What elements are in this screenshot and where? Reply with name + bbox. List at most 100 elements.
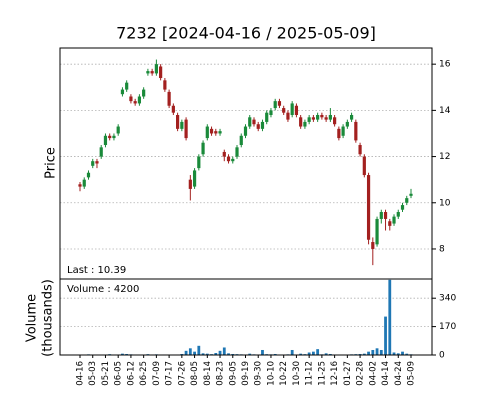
x-tick-label: 09-05 <box>228 361 238 386</box>
candle-body <box>231 158 235 162</box>
candle-body <box>256 124 260 129</box>
x-tick-label: 07-09 <box>152 361 162 386</box>
y-tick-label: 16 <box>439 60 451 70</box>
candle-body <box>320 114 324 118</box>
volume-annotation: Volume : 4200 <box>67 284 139 295</box>
x-tick-label: 05-09 <box>407 361 417 386</box>
candle-body <box>316 114 320 120</box>
candle-body <box>197 156 201 169</box>
x-tick-label: 10-30 <box>292 361 302 386</box>
volume-bar <box>125 353 129 355</box>
volume-bar <box>201 353 205 355</box>
candle-body <box>341 126 345 136</box>
x-tick-label: 04-02 <box>368 361 378 386</box>
candle-body <box>78 184 82 187</box>
candle-body <box>400 205 405 210</box>
candle-body <box>269 110 273 115</box>
x-tick-label: 05-21 <box>101 361 111 386</box>
candle-body <box>328 114 332 120</box>
x-tick-label: 04-14 <box>381 361 391 386</box>
candle-body <box>192 170 197 187</box>
candle-body <box>91 161 95 166</box>
volume-bar <box>405 353 409 355</box>
candle-body <box>248 117 252 127</box>
candle-body <box>226 156 231 162</box>
volume-bar <box>214 352 218 355</box>
candle-body <box>103 135 108 146</box>
x-tick-label: 08-05 <box>190 361 200 386</box>
candle-body <box>405 198 409 203</box>
y-tick-label: 12 <box>439 152 450 162</box>
x-tick-label: 08-14 <box>203 361 213 386</box>
volume-axis-label: (thousands) <box>41 279 56 357</box>
candle-body <box>243 126 248 136</box>
candle-body <box>171 105 175 113</box>
volume-bar <box>290 349 294 355</box>
candle-body <box>379 212 383 219</box>
candle-body <box>392 216 396 224</box>
y-tick-label: 0 <box>439 351 445 361</box>
candle-body <box>125 82 129 90</box>
candle-body <box>388 221 392 226</box>
candle-body <box>108 135 112 139</box>
candle-body <box>333 117 337 125</box>
candle-body <box>282 108 286 113</box>
volume-bar <box>358 353 362 355</box>
x-tick-label: 02-28 <box>356 361 366 386</box>
y-tick-label: 340 <box>439 294 456 304</box>
x-tick-label: 06-05 <box>114 361 124 386</box>
volume-bar <box>227 353 230 355</box>
volume-bar <box>121 353 124 355</box>
y-tick-label: 14 <box>439 106 451 116</box>
candle-body <box>205 126 209 139</box>
volume-bar <box>388 279 392 355</box>
candle-body <box>235 147 239 157</box>
candle-body <box>311 117 315 120</box>
volume-bar <box>324 353 328 355</box>
volume-bar <box>401 351 404 355</box>
volume-bar <box>261 349 264 355</box>
candle-body <box>409 193 413 196</box>
candle-body <box>358 145 362 155</box>
volume-bar <box>384 316 387 355</box>
volume-bar <box>193 351 196 355</box>
last-annotation: Last : 10.39 <box>67 265 126 276</box>
volume-bar <box>184 350 188 355</box>
candle-body <box>290 103 294 115</box>
volume-bar <box>392 352 396 355</box>
x-tick-label: 01-27 <box>343 361 353 386</box>
candle-body <box>112 135 116 139</box>
candle-body <box>366 175 371 240</box>
x-tick-label: 12-16 <box>330 361 340 386</box>
volume-bar <box>218 350 222 355</box>
candle-body <box>286 112 290 120</box>
candle-body <box>176 114 180 129</box>
x-tick-label: 10-10 <box>266 361 276 386</box>
chart-title: 7232 [2024-04-16 / 2025-05-09] <box>116 24 376 43</box>
candle-body <box>86 172 91 178</box>
candle-body <box>303 121 307 127</box>
volume-bar <box>273 353 277 355</box>
volume-bar <box>328 353 332 355</box>
candle-body <box>299 117 303 127</box>
candle-body <box>159 66 163 79</box>
candle-body <box>349 114 354 120</box>
candle-body <box>180 121 184 129</box>
candle-body <box>383 212 388 219</box>
x-tick-label: 09-30 <box>254 361 264 386</box>
volume-bar <box>379 349 383 355</box>
x-tick-label: 04-16 <box>76 361 86 386</box>
volume-bar <box>205 353 209 355</box>
x-tick-label: 05-03 <box>88 361 98 386</box>
candle-body <box>375 218 379 245</box>
volume-bar <box>371 349 375 355</box>
x-tick-label: 09-19 <box>241 361 251 386</box>
y-axis-label: Price <box>44 147 59 179</box>
x-tick-label: 08-23 <box>216 361 226 386</box>
volume-bar <box>231 353 235 355</box>
candle-body <box>167 91 171 106</box>
candle-body <box>218 131 222 134</box>
volume-bar <box>180 353 184 355</box>
candle-body <box>354 121 358 141</box>
